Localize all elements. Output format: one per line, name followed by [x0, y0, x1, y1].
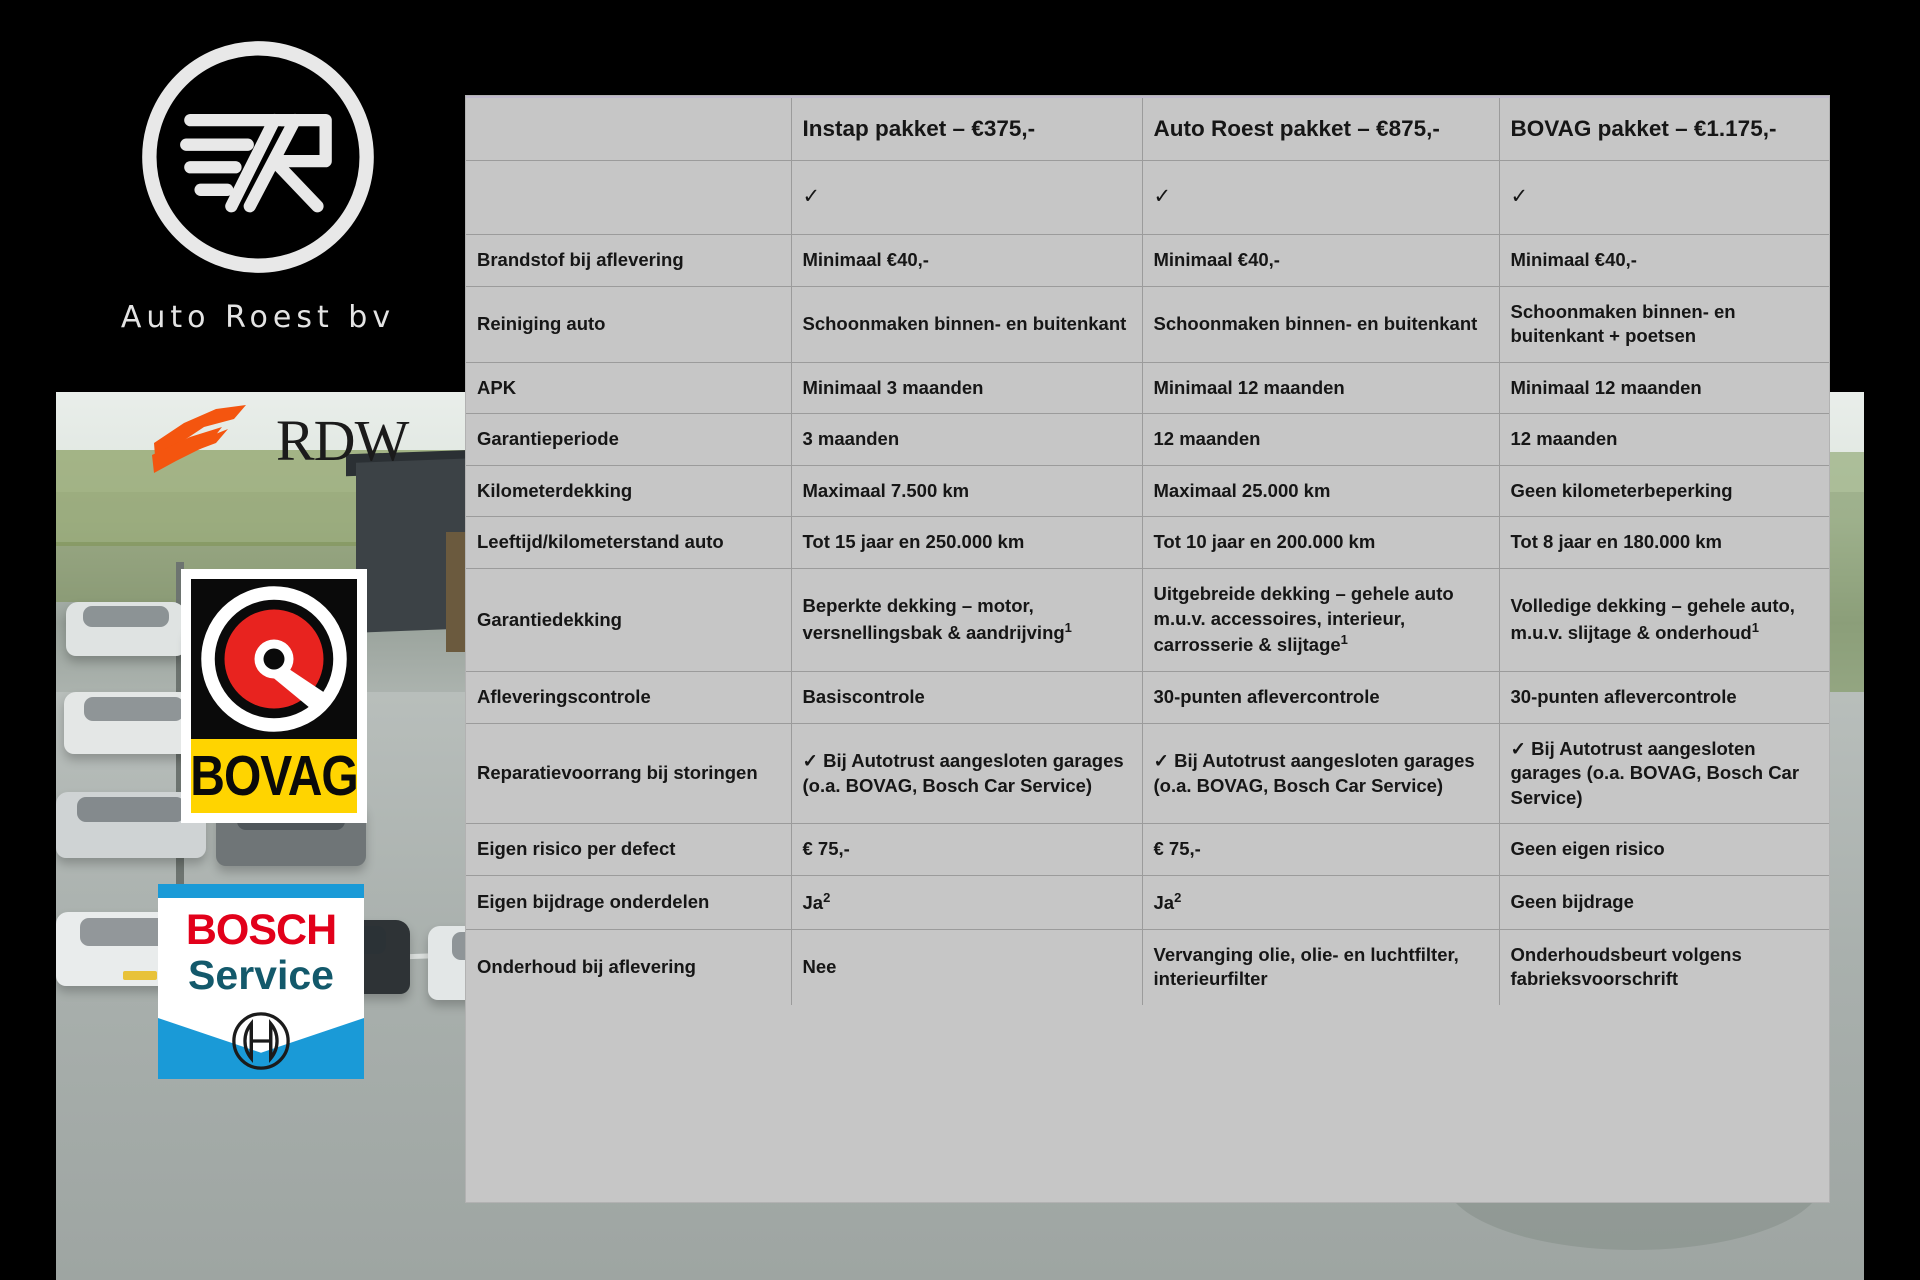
table-header-package-3: BOVAG pakket – €1.175,-	[1499, 95, 1829, 161]
table-row-label: Onderhoud bij aflevering	[466, 929, 792, 1005]
table-row: Eigen bijdrage onderdelen Ja2 Ja2 Geen bijd…	[466, 875, 1829, 930]
table-header-package-1: Instap pakket – €375,-	[791, 95, 1143, 161]
table-cell: Uitgebreide dekking – gehele auto m.u.v.…	[1142, 568, 1500, 673]
bovag-logo: BOVAG	[181, 569, 367, 823]
package-comparison-table-wrapper: Instap pakket – €375,- Auto Roest pakket …	[466, 95, 1829, 1202]
table-check-mark-2: ✓	[1142, 160, 1500, 235]
table-header-corner	[466, 95, 792, 161]
bosch-service-logo: BOSCH Service	[158, 884, 364, 1079]
rdw-label: RDW	[276, 408, 409, 473]
company-logo-panel: Auto Roest bv	[56, 0, 460, 392]
table-cell: Schoonmaken binnen- en buitenkant	[791, 286, 1143, 363]
table-row: Afleveringscontrole Basiscontrole 30-punte…	[466, 671, 1829, 724]
table-row-label: Reparatievoorrang bij storingen	[466, 723, 792, 825]
table-row: Kilometerdekking Maximaal 7.500 km Maximaa…	[466, 465, 1829, 518]
table-check-row-label	[466, 160, 792, 235]
table-cell: Minimaal 12 maanden	[1499, 362, 1829, 415]
table-cell: Tot 15 jaar en 250.000 km	[791, 516, 1143, 570]
table-row-label: Eigen risico per defect	[466, 823, 792, 876]
table-row-label: Reiniging auto	[466, 286, 792, 363]
table-cell: Geen kilometerbeperking	[1499, 465, 1829, 518]
table-header-package-2: Auto Roest pakket – €875,-	[1142, 95, 1500, 161]
table-cell: Minimaal €40,-	[1142, 234, 1500, 287]
bovag-wordmark-area: BOVAG	[190, 739, 359, 813]
table-row: Reparatievoorrang bij storingen ✓ Bij Aut…	[466, 723, 1829, 825]
table-cell: Basiscontrole	[791, 671, 1143, 724]
auto-roest-7r-emblem-icon	[142, 41, 374, 273]
table-cell: Tot 8 jaar en 180.000 km	[1499, 516, 1829, 570]
table-row-label: APK	[466, 362, 792, 415]
table-cell: Geen eigen risico	[1499, 823, 1829, 876]
table-cell: Minimaal 12 maanden	[1142, 362, 1500, 415]
photo-car	[66, 602, 186, 656]
table-row: Garantieperiode 3 maanden 12 maanden 12 maa…	[466, 413, 1829, 466]
table-cell: Maximaal 25.000 km	[1142, 465, 1500, 518]
table-cell: ✓ Bij Autotrust aangesloten garages (o.a…	[791, 723, 1143, 825]
table-row-label: Eigen bijdrage onderdelen	[466, 875, 792, 930]
bovag-emblem-area	[191, 579, 357, 739]
table-row: Reiniging auto Schoonmaken binnen- en bui…	[466, 286, 1829, 363]
table-row-label: Afleveringscontrole	[466, 671, 792, 724]
photo-license-plate	[123, 971, 157, 980]
table-cell: Nee	[791, 929, 1143, 1005]
table-cell: Ja2	[791, 875, 1143, 930]
table-cell: € 75,-	[791, 823, 1143, 876]
table-cell: ✓ Bij Autotrust aangesloten garages (o.a…	[1499, 723, 1829, 825]
photo-car	[56, 792, 206, 858]
photo-car	[64, 692, 204, 754]
table-row: Leeftijd/kilometerstand auto Tot 15 jaar …	[466, 516, 1829, 570]
table-cell: Tot 10 jaar en 200.000 km	[1142, 516, 1500, 570]
table-cell: ✓ Bij Autotrust aangesloten garages (o.a…	[1142, 723, 1500, 825]
table-cell: Schoonmaken binnen- en buitenkant	[1142, 286, 1500, 363]
table-cell: € 75,-	[1142, 823, 1500, 876]
table-cell: Schoonmaken binnen- en buitenkant + poet…	[1499, 286, 1829, 363]
table-cell: Onderhoudsbeurt volgens fabrieksvoorschr…	[1510, 943, 1742, 990]
table-cell: Volledige dekking – gehele auto, m.u.v. …	[1499, 568, 1829, 673]
rdw-logo: RDW	[150, 398, 410, 484]
table-cell: Minimaal €40,-	[791, 234, 1143, 287]
table-row: Garantiedekking Beperkte dekking – motor,…	[466, 568, 1829, 673]
table-cell: Beperkte dekking – motor, versnellingsba…	[791, 568, 1143, 673]
bovag-label: BOVAG	[190, 744, 358, 808]
table-check-mark-3: ✓	[1499, 160, 1829, 235]
table-row: Eigen risico per defect € 75,- € 75,- Geen …	[466, 823, 1829, 876]
bosch-label-top: BOSCH	[185, 906, 337, 954]
bovag-target-icon	[201, 586, 347, 732]
table-cell: Minimaal 3 maanden	[791, 362, 1143, 415]
table-check-mark-1: ✓	[791, 160, 1143, 235]
bosch-white-band	[158, 898, 364, 1018]
table-cell: 12 maanden	[1142, 413, 1500, 466]
table-cell: Minimaal €40,-	[1499, 234, 1829, 287]
table-cell: 12 maanden	[1499, 413, 1829, 466]
table-row: Brandstof bij aflevering Minimaal €40,- Mi…	[466, 234, 1829, 287]
table-row: Onderhoud bij aflevering Nee Vervanging ol…	[466, 929, 1829, 1005]
table-row-label: Leeftijd/kilometerstand auto	[466, 516, 792, 570]
table-cell: 3 maanden	[791, 413, 1143, 466]
table-row-label: Brandstof bij aflevering	[466, 234, 792, 287]
table-cell: Geen bijdrage	[1499, 875, 1829, 930]
table-cell: Vervanging olie, olie- en luchtfilter, i…	[1142, 929, 1500, 1005]
table-cell: Maximaal 7.500 km	[791, 465, 1143, 518]
bosch-armature-icon	[232, 1012, 290, 1070]
table-check-row: ✓ ✓ ✓	[466, 160, 1829, 235]
table-header-row: Instap pakket – €375,- Auto Roest pakket …	[466, 95, 1829, 161]
package-comparison-table: Instap pakket – €375,- Auto Roest pakket …	[466, 95, 1829, 1005]
table-row-label: Kilometerdekking	[466, 465, 792, 518]
table-row-label: Garantieperiode	[466, 413, 792, 466]
table-row-label: Garantiedekking	[466, 568, 792, 673]
table-cell: 30-punten aflevercontrole	[1499, 671, 1829, 724]
company-name: Auto Roest bv	[120, 300, 396, 335]
table-cell: 30-punten aflevercontrole	[1142, 671, 1500, 724]
rdw-hand-icon	[152, 405, 246, 473]
table-cell: Ja2	[1142, 875, 1500, 930]
bosch-label-bottom: Service	[188, 952, 334, 998]
table-row: APK Minimaal 3 maanden Minimaal 12 maanden…	[466, 362, 1829, 415]
bosch-logo-inner: BOSCH Service	[158, 884, 364, 1079]
